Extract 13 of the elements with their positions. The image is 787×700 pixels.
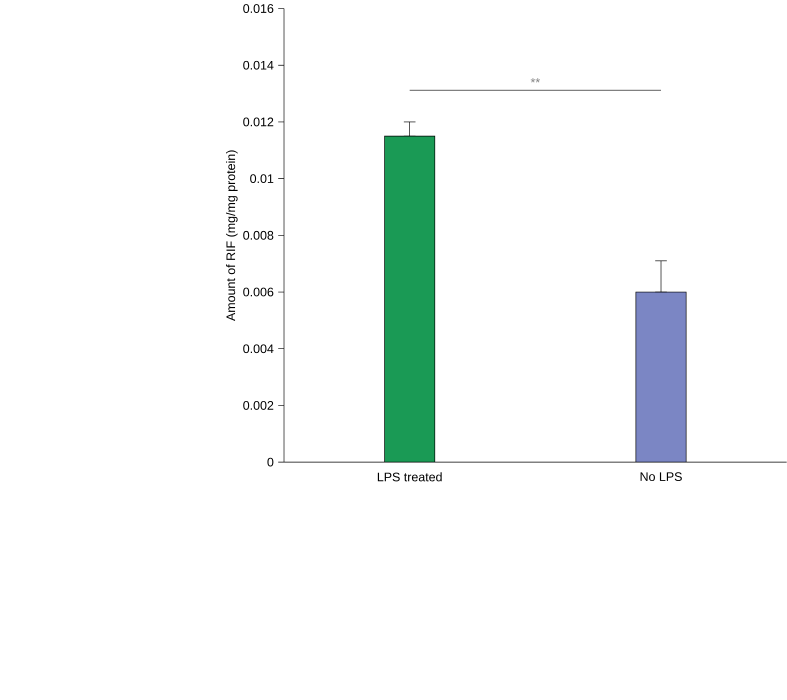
y-tick-label: 0.008 — [243, 230, 274, 240]
y-tick-label: 0.016 — [243, 4, 274, 13]
y-tick-label: 0.014 — [243, 60, 274, 70]
y-tick-label: 0 — [267, 458, 274, 466]
y-tick-label: 0.004 — [243, 344, 274, 354]
x-tick-label: LPS treated — [378, 472, 442, 482]
annotation: ** — [530, 78, 540, 82]
y-tick-label: 0.006 — [243, 288, 274, 296]
y-axis-title: Amount of RIF (mg/mg protein) — [226, 150, 238, 321]
x-tick-label: No LPS — [640, 472, 682, 481]
y-tick-label: 0.01 — [250, 174, 274, 183]
y-tick-label: 0.002 — [243, 400, 274, 410]
y-tick-label: 0.012 — [243, 117, 274, 126]
